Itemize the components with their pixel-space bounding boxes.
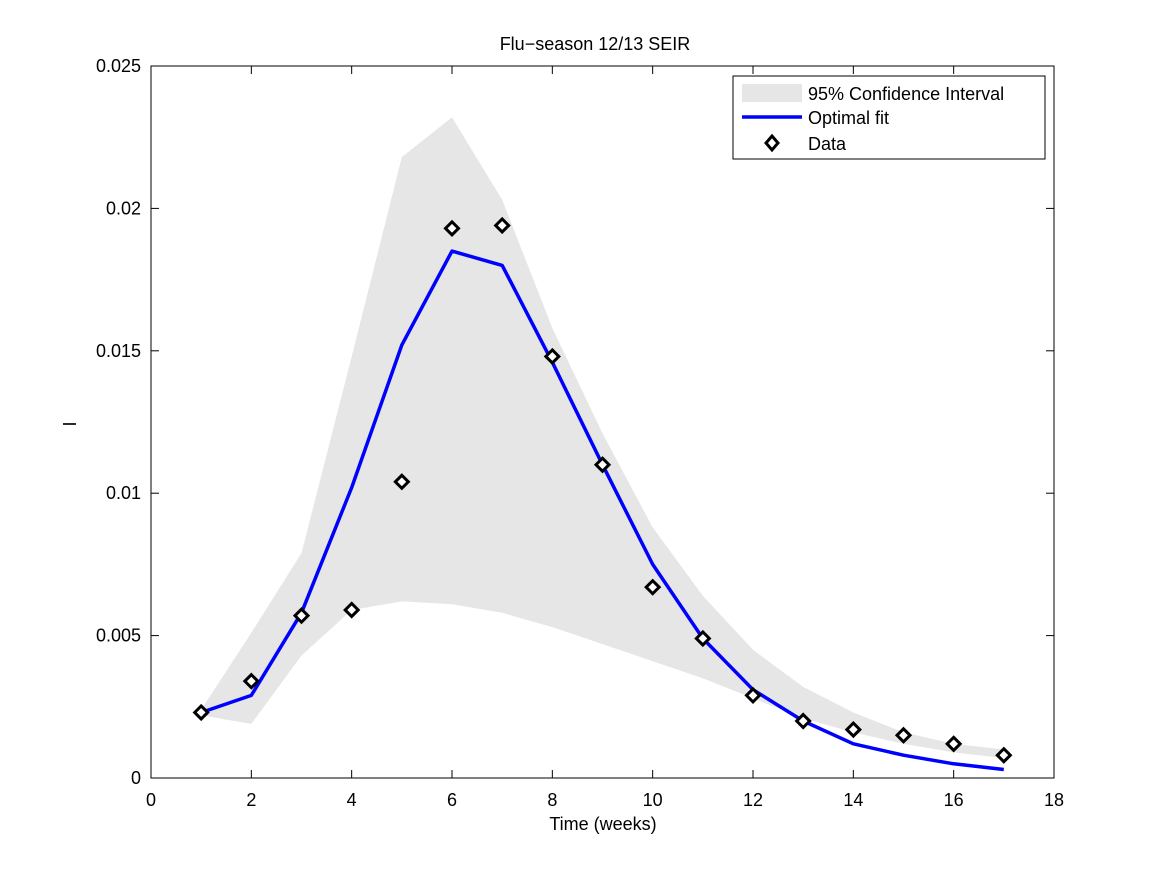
x-tick-label: 8	[547, 790, 557, 810]
y-tick-label: 0	[131, 768, 141, 788]
x-tick-label: 0	[146, 790, 156, 810]
data-point	[694, 629, 712, 648]
x-tick-label: 2	[246, 790, 256, 810]
x-tick-label: 6	[447, 790, 457, 810]
x-tick-label: 10	[643, 790, 663, 810]
confidence-band	[201, 117, 1004, 759]
data-point	[794, 712, 812, 730]
confidence-band-layer	[201, 117, 1004, 759]
y-tick-label: 0.01	[106, 483, 141, 503]
legend-swatch-data	[764, 133, 780, 153]
x-tick-label: 12	[743, 790, 763, 810]
y-tick-label: 0.015	[96, 341, 141, 361]
y-tick-label: 0.02	[106, 198, 141, 218]
data-point	[443, 219, 461, 237]
data-point	[292, 607, 311, 625]
y-tick-label: 0.025	[96, 56, 141, 76]
data-point	[644, 578, 662, 596]
data-point	[343, 601, 361, 619]
data-point	[744, 686, 762, 705]
tick-layer: 0 2 4 6 8 10 12 14 16 18 0 0.005 0.01 0.015 0.02 0.025	[96, 56, 1064, 810]
data-marker-layer	[192, 216, 1013, 764]
x-tick-label: 18	[1044, 790, 1064, 810]
legend: 95% Confidence Interval Optimal fit Data	[732, 75, 1046, 160]
data-point	[493, 216, 511, 235]
legend-swatch-ci	[742, 84, 802, 102]
data-point	[543, 347, 561, 366]
y-axis-title: I	[60, 421, 80, 426]
data-point	[593, 456, 612, 474]
y-tick-label: 0.005	[96, 626, 141, 646]
x-tick-label: 16	[944, 790, 964, 810]
data-point	[945, 735, 963, 753]
data-point	[844, 720, 862, 739]
data-point	[995, 746, 1013, 764]
data-point	[894, 726, 913, 744]
legend-label-ci: 95% Confidence Interval	[808, 84, 1004, 104]
x-axis-title: Time (weeks)	[549, 814, 656, 834]
data-point	[393, 473, 411, 491]
axes-box	[150, 65, 1055, 779]
x-tick-label: 4	[347, 790, 357, 810]
plot-area: 0 2 4 6 8 10 12 14 16 18 0 0.005 0.01 0.015 0.02 0.025	[96, 56, 1064, 810]
x-tick-label: 14	[843, 790, 863, 810]
data-point	[242, 672, 260, 690]
data-point	[192, 703, 210, 722]
legend-label-fit: Optimal fit	[808, 108, 889, 128]
chart-title: Flu−season 12/13 SEIR	[500, 34, 691, 54]
legend-label-data: Data	[808, 134, 847, 154]
